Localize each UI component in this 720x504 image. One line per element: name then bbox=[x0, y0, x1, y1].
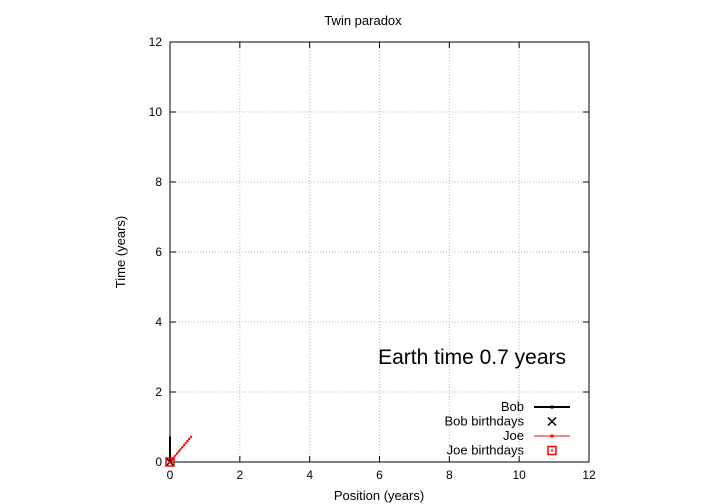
bob-point bbox=[169, 441, 171, 444]
y-axis-label: Time (years) bbox=[113, 216, 128, 288]
x-tick-label: 2 bbox=[236, 468, 243, 482]
y-tick-label: 6 bbox=[155, 245, 162, 259]
joe-point bbox=[186, 440, 189, 442]
legend-point-bob bbox=[550, 405, 554, 409]
joe-point bbox=[182, 444, 185, 447]
joe-point bbox=[184, 442, 187, 445]
y-tick-label: 0 bbox=[155, 455, 162, 469]
bob-point bbox=[169, 459, 171, 462]
bob-point bbox=[169, 450, 171, 453]
legend-label-joe-birthdays: Joe birthdays bbox=[447, 443, 525, 458]
joe-point bbox=[177, 450, 180, 453]
chart-title: Twin paradox bbox=[324, 13, 402, 28]
legend-label-joe: Joe bbox=[503, 428, 524, 443]
joe-point bbox=[189, 435, 192, 438]
legend-label-bob-birthdays: Bob birthdays bbox=[445, 414, 525, 429]
x-tick-label: 6 bbox=[376, 468, 383, 482]
y-tick-label: 4 bbox=[155, 315, 162, 329]
earth-time-annotation: Earth time 0.7 years bbox=[378, 346, 566, 369]
x-tick-label: 0 bbox=[167, 468, 174, 482]
joe-point bbox=[175, 452, 178, 455]
bob-point bbox=[169, 447, 171, 449]
bob-point bbox=[169, 445, 171, 448]
legend-symbol-bob-birthdays bbox=[547, 416, 557, 427]
joe-point bbox=[170, 458, 173, 461]
x-axis-label: Position (years) bbox=[334, 488, 424, 503]
legend-point-joe bbox=[550, 434, 554, 438]
joe-point bbox=[188, 437, 191, 440]
y-tick-label: 8 bbox=[155, 175, 162, 189]
bob-point bbox=[169, 440, 171, 442]
bob-point bbox=[169, 454, 171, 456]
bob-point bbox=[169, 455, 171, 458]
y-tick-label: 10 bbox=[149, 105, 163, 119]
bob-point bbox=[169, 438, 171, 441]
legend-symbol-joe-birthdays bbox=[547, 445, 557, 456]
joe-point bbox=[174, 454, 177, 457]
joe-point bbox=[179, 448, 182, 451]
bob-point bbox=[169, 436, 171, 439]
legend-label-bob: Bob bbox=[501, 399, 524, 414]
x-tick-label: 10 bbox=[512, 468, 526, 482]
bob-point bbox=[169, 443, 171, 446]
bob-point bbox=[169, 452, 171, 455]
x-tick-label: 12 bbox=[582, 468, 596, 482]
x-tick-label: 4 bbox=[306, 468, 313, 482]
bob-point bbox=[169, 448, 171, 451]
grid-lines bbox=[170, 42, 589, 462]
joe-point bbox=[181, 446, 184, 449]
series-layer bbox=[165, 435, 192, 467]
y-tick-label: 12 bbox=[149, 35, 163, 49]
y-tick-label: 2 bbox=[155, 385, 162, 399]
x-tick-label: 8 bbox=[446, 468, 453, 482]
joe-birthdays-marker bbox=[165, 457, 175, 467]
axis-ticks: 0 2 4 6 8 10 12 0 2 4 6 8 10 12 bbox=[149, 35, 596, 482]
